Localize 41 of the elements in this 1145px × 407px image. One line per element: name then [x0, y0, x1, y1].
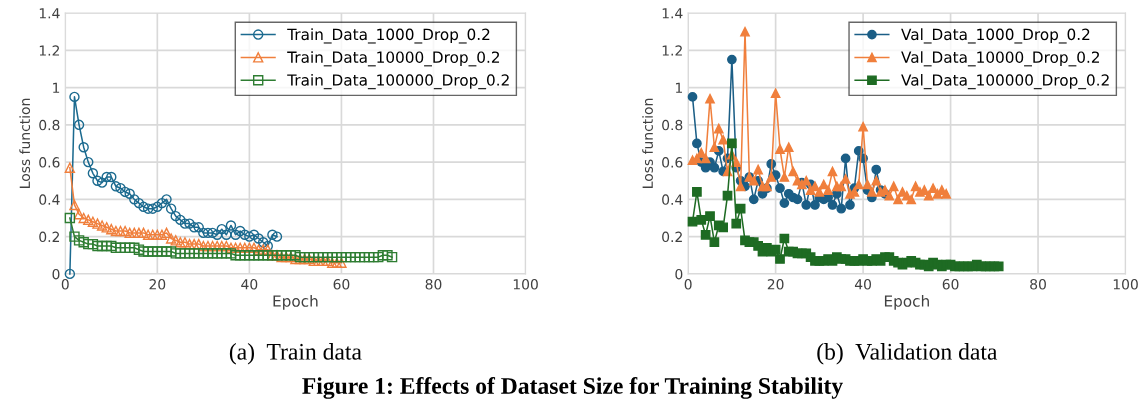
y-tick-label: 1.4: [39, 8, 60, 19]
y-tick-label: 1: [53, 82, 60, 93]
y-tick-label: 1: [675, 82, 682, 93]
x-axis-title: Epoch: [884, 294, 929, 310]
y-tick-label: 0.8: [662, 119, 683, 131]
y-tick-label: 1.2: [39, 45, 60, 56]
y-tick-label: 1.2: [662, 45, 682, 56]
legend-label: Val_Data_1000_Drop_0.2: [901, 28, 1090, 44]
legend-label: Train_Data_100000_Drop_0.2: [287, 74, 509, 90]
x-axis-title: Epoch: [273, 294, 318, 310]
y-tick-label: 0.2: [39, 231, 60, 243]
legend-label: Val_Data_10000_Drop_0.2: [901, 51, 1100, 67]
y-tick-label: 0.6: [39, 157, 60, 168]
y-tick-label: 0.4: [39, 194, 60, 205]
y-tick-label: 0.8: [39, 119, 60, 131]
x-tick-label: 100: [1113, 279, 1138, 290]
y-tick-label: 0: [675, 268, 683, 280]
legend-label: Val_Data_100000_Drop_0.2: [901, 74, 1109, 90]
y-tick-label: 1.4: [662, 8, 683, 19]
y-tick-label: 0.4: [662, 194, 683, 205]
x-tick-label: 60: [942, 279, 959, 290]
x-tick-label: 100: [513, 279, 538, 290]
y-axis-title: Loss function: [642, 98, 653, 188]
caption: Figure 1: Effects of Dataset Size for Training Stability: [302, 377, 843, 399]
y-tick-label: 0.6: [662, 157, 683, 168]
x-tick-label: 60: [333, 279, 350, 290]
legend-label: Train_Data_1000_Drop_0.2: [287, 28, 490, 44]
x-tick-label: 80: [425, 279, 442, 290]
x-tick-label: 40: [854, 279, 872, 290]
legend-label: Train_Data_10000_Drop_0.2: [287, 51, 500, 67]
y-tick-label: 0.2: [662, 231, 682, 243]
y-axis-title: Loss function: [19, 98, 31, 188]
x-tick-label: 20: [767, 279, 784, 290]
x-tick-label: 0: [61, 279, 69, 290]
text: (a) Train data: [229, 343, 362, 365]
x-tick-label: 40: [241, 279, 258, 290]
y-tick-label: 0: [52, 268, 60, 280]
x-tick-label: 20: [149, 279, 166, 290]
x-tick-label: 80: [1030, 279, 1046, 290]
text: (b) Validation data: [817, 343, 998, 365]
x-tick-label: 0: [684, 279, 692, 290]
